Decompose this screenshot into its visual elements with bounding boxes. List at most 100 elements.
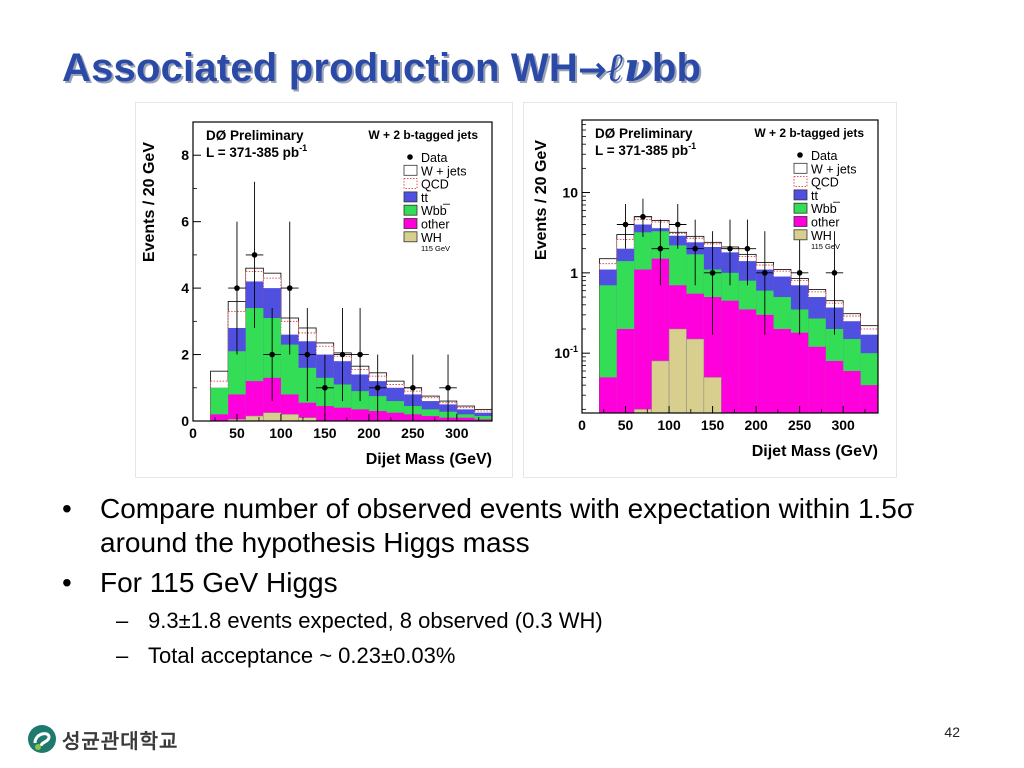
data-point bbox=[640, 213, 646, 220]
bar-other bbox=[599, 377, 617, 413]
x-tick-label: 0 bbox=[578, 417, 586, 433]
luminosity-exponent: -1 bbox=[299, 143, 307, 153]
x-axis-label: Dijet Mass (GeV) bbox=[366, 451, 492, 468]
university-logo: 성균관대학교 bbox=[26, 718, 178, 760]
bar-other bbox=[210, 414, 229, 421]
y-tick-base: 10 bbox=[562, 185, 578, 201]
legend-label: WH bbox=[811, 229, 832, 243]
y-tick-label: 1 bbox=[570, 265, 578, 281]
x-tick-label: 50 bbox=[618, 417, 634, 433]
y-tick-label: 10-1 bbox=[554, 344, 578, 361]
legend-swatch-qcd bbox=[793, 176, 808, 187]
plot-luminosity: L = 371-385 pb-1 bbox=[206, 143, 307, 160]
bar-other bbox=[825, 360, 844, 413]
bullet-item: • Compare number of observed events with … bbox=[60, 492, 980, 560]
x-tick-label: 0 bbox=[189, 425, 197, 441]
bullet-dot: • bbox=[62, 493, 72, 524]
university-emblem-icon bbox=[28, 725, 56, 753]
data-point bbox=[622, 221, 629, 228]
luminosity-value: L = 371-385 pb bbox=[595, 143, 688, 158]
bullet-item: • For 115 GeV Higgs bbox=[60, 566, 980, 600]
bar-other bbox=[333, 407, 352, 421]
legend-swatch-wjets bbox=[793, 162, 808, 174]
title-nu: ν bbox=[623, 44, 652, 91]
bullet-dot: • bbox=[62, 567, 72, 598]
legend-swatch-ttbar bbox=[403, 191, 418, 203]
legend-label: W + jets bbox=[421, 164, 467, 178]
data-point bbox=[692, 245, 698, 252]
legend-swatch-wbb bbox=[403, 204, 418, 216]
bar-wbb bbox=[421, 409, 440, 421]
legend-marker-data bbox=[407, 154, 413, 160]
bar-other bbox=[634, 269, 652, 413]
legend-label: Wbb bbox=[421, 204, 447, 218]
x-tick-label: 250 bbox=[788, 417, 812, 433]
plot-frame bbox=[581, 119, 879, 414]
data-point bbox=[374, 384, 381, 391]
y-axis-label: Events / 20 GeV bbox=[533, 140, 550, 260]
x-tick-label: 150 bbox=[313, 425, 337, 441]
bar-other bbox=[421, 416, 440, 421]
legend-swatch-wh bbox=[793, 229, 808, 241]
legend-label: QCD bbox=[811, 176, 839, 190]
sub-bullet-item: – Total acceptance ~ 0.23±0.03% bbox=[60, 641, 980, 671]
data-point bbox=[251, 252, 258, 258]
bar-wh bbox=[668, 328, 687, 414]
title-ell: ℓ bbox=[606, 44, 624, 91]
legend-swatch-ttbar bbox=[793, 189, 808, 201]
bar-other bbox=[228, 394, 246, 421]
data-point bbox=[831, 270, 838, 276]
data-point bbox=[796, 270, 803, 276]
legend-label: tt bbox=[421, 191, 428, 205]
x-axis-label: Dijet Mass (GeV) bbox=[752, 443, 878, 460]
legend-label: W + jets bbox=[811, 162, 857, 176]
data-point bbox=[234, 285, 240, 291]
bar-other bbox=[808, 346, 826, 413]
plot-selection: W + 2 b-tagged jets bbox=[368, 128, 478, 142]
x-tick-label: 200 bbox=[744, 417, 768, 433]
legend-swatch-wbb bbox=[793, 202, 808, 214]
data-point bbox=[339, 351, 346, 358]
data-point bbox=[410, 384, 416, 391]
bar-wh bbox=[245, 415, 264, 422]
bar-other bbox=[721, 300, 739, 413]
data-point bbox=[674, 221, 681, 228]
log-plot-panel: 0 50 100 150 200 250 300 10-1 1 10 Dijet Mass (GeV… bbox=[523, 102, 897, 478]
data-point bbox=[709, 270, 716, 276]
data-point bbox=[357, 351, 363, 358]
data-point bbox=[269, 351, 275, 358]
bar-other bbox=[773, 329, 791, 413]
sub-bullet-dash: – bbox=[116, 608, 129, 633]
y-tick-label: 2 bbox=[181, 347, 189, 363]
y-tick-base: 10 bbox=[554, 345, 570, 361]
slide-title: Associated production WH→ℓνbb bbox=[62, 44, 701, 91]
data-point bbox=[762, 270, 768, 276]
x-tick-label: 100 bbox=[657, 417, 681, 433]
title-arrow: → bbox=[577, 50, 607, 90]
legend-label: Data bbox=[421, 151, 447, 165]
linear-histogram: 0 50 100 150 200 250 300 0 2 4 6 8 Dijet Mass (GeV) E… bbox=[141, 121, 493, 468]
legend-wh-mass-note: 115 GeV bbox=[421, 244, 450, 253]
data-point bbox=[445, 384, 451, 391]
bar-other bbox=[474, 419, 492, 421]
sub-bullet-item: –9.3±1.8 events expected, 8 observed (0.… bbox=[60, 606, 980, 636]
y-tick-base: 1 bbox=[570, 265, 578, 281]
bar-wh bbox=[686, 338, 705, 414]
bar-other bbox=[756, 314, 774, 413]
bar-wbb bbox=[474, 416, 492, 421]
data-point bbox=[286, 285, 293, 291]
legend-swatch-wh bbox=[403, 231, 418, 243]
data-point bbox=[744, 245, 751, 252]
legend-swatch-other bbox=[793, 216, 808, 227]
sub-bullet-text: Total acceptance ~ 0.23±0.03% bbox=[148, 643, 456, 668]
plot-luminosity: L = 371-385 pb-1 bbox=[595, 141, 696, 158]
legend-label: Data bbox=[811, 149, 837, 163]
bar-other bbox=[790, 332, 809, 413]
bar-other bbox=[386, 412, 405, 421]
legend-swatch-wjets bbox=[403, 164, 418, 176]
bar-other bbox=[245, 381, 264, 421]
data-point bbox=[657, 245, 664, 252]
sub-bullet-dash: – bbox=[116, 643, 129, 668]
legend-label: WH bbox=[421, 231, 442, 245]
